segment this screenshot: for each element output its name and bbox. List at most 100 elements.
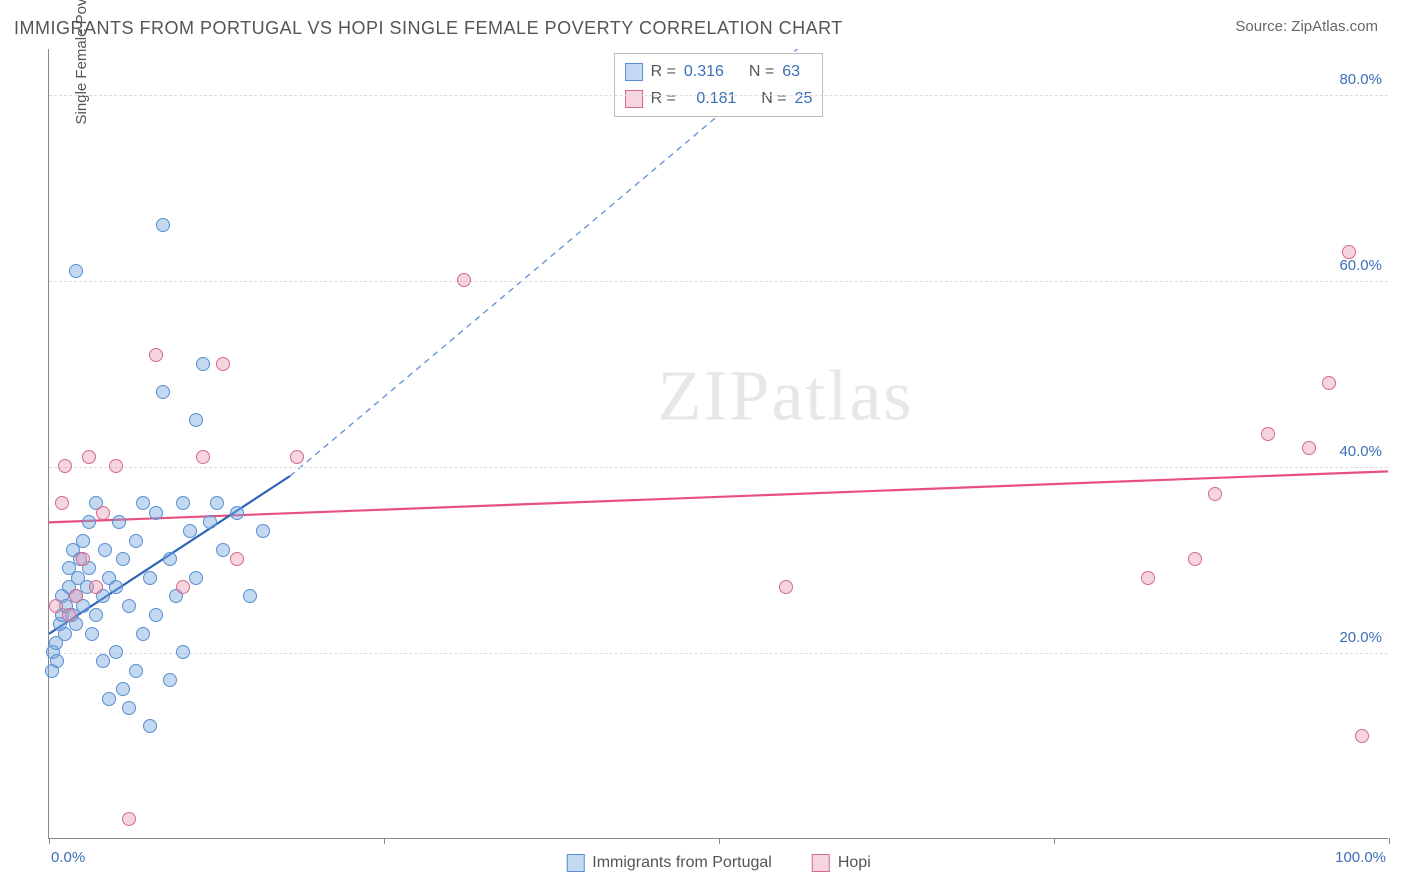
x-tick-label: 100.0% — [1335, 849, 1386, 866]
data-point-hopi — [230, 552, 244, 566]
data-point-portugal — [116, 552, 130, 566]
watermark: ZIPatlas — [657, 355, 913, 438]
data-point-portugal — [102, 692, 116, 706]
data-point-portugal — [230, 506, 244, 520]
n-label: N = — [761, 85, 786, 112]
x-tick — [49, 838, 50, 844]
data-point-hopi — [1355, 729, 1369, 743]
n-label: N = — [749, 58, 774, 85]
data-point-portugal — [243, 589, 257, 603]
gridline — [49, 467, 1388, 468]
data-point-hopi — [49, 599, 63, 613]
data-point-portugal — [156, 218, 170, 232]
y-tick-label: 60.0% — [1339, 257, 1382, 274]
legend-label-portugal: Immigrants from Portugal — [592, 854, 772, 872]
data-point-portugal — [112, 515, 126, 529]
data-point-hopi — [82, 450, 96, 464]
data-point-portugal — [116, 682, 130, 696]
data-point-portugal — [149, 608, 163, 622]
data-point-portugal — [189, 571, 203, 585]
n-value-hopi: 25 — [795, 85, 813, 112]
data-point-portugal — [76, 534, 90, 548]
gridline — [49, 281, 1388, 282]
series-legend: Immigrants from Portugal Hopi — [566, 854, 871, 872]
data-point-portugal — [149, 506, 163, 520]
data-point-portugal — [176, 645, 190, 659]
n-value-portugal: 63 — [782, 58, 800, 85]
data-point-hopi — [62, 608, 76, 622]
r-value-hopi: 0.181 — [696, 85, 736, 112]
y-tick-label: 80.0% — [1339, 71, 1382, 88]
data-point-hopi — [1188, 552, 1202, 566]
r-label: R = — [651, 58, 676, 85]
swatch-hopi — [625, 90, 643, 108]
watermark-bold: ZIP — [657, 356, 771, 436]
data-point-portugal — [176, 496, 190, 510]
legend-item-portugal: Immigrants from Portugal — [566, 854, 772, 872]
data-point-portugal — [50, 654, 64, 668]
x-tick — [384, 838, 385, 844]
data-point-portugal — [122, 599, 136, 613]
data-point-hopi — [1302, 441, 1316, 455]
data-point-portugal — [89, 608, 103, 622]
data-point-portugal — [156, 385, 170, 399]
data-point-hopi — [779, 580, 793, 594]
data-point-portugal — [196, 357, 210, 371]
data-point-hopi — [290, 450, 304, 464]
legend-row-hopi: R = 0.181 N = 25 — [625, 85, 813, 112]
swatch-portugal — [566, 854, 584, 872]
data-point-hopi — [89, 580, 103, 594]
x-tick-label: 0.0% — [51, 849, 85, 866]
data-point-hopi — [149, 348, 163, 362]
data-point-hopi — [69, 589, 83, 603]
data-point-portugal — [163, 673, 177, 687]
y-tick-label: 40.0% — [1339, 443, 1382, 460]
data-point-portugal — [136, 627, 150, 641]
x-tick — [1389, 838, 1390, 844]
gridline — [49, 653, 1388, 654]
data-point-portugal — [85, 627, 99, 641]
data-point-hopi — [1141, 571, 1155, 585]
data-point-portugal — [122, 701, 136, 715]
data-point-portugal — [143, 571, 157, 585]
x-tick — [1054, 838, 1055, 844]
data-point-portugal — [98, 543, 112, 557]
data-point-hopi — [122, 812, 136, 826]
swatch-hopi — [812, 854, 830, 872]
data-point-portugal — [189, 413, 203, 427]
data-point-hopi — [1208, 487, 1222, 501]
data-point-hopi — [176, 580, 190, 594]
data-point-portugal — [69, 264, 83, 278]
data-point-portugal — [143, 719, 157, 733]
swatch-portugal — [625, 63, 643, 81]
data-point-portugal — [96, 654, 110, 668]
legend-row-portugal: R = 0.316 N = 63 — [625, 58, 813, 85]
data-point-hopi — [55, 496, 69, 510]
data-point-hopi — [1261, 427, 1275, 441]
y-tick-label: 20.0% — [1339, 629, 1382, 646]
legend-item-hopi: Hopi — [812, 854, 871, 872]
data-point-portugal — [216, 543, 230, 557]
watermark-thin: atlas — [771, 356, 913, 436]
data-point-portugal — [256, 524, 270, 538]
data-point-portugal — [129, 534, 143, 548]
data-point-hopi — [1322, 376, 1336, 390]
data-point-portugal — [109, 580, 123, 594]
data-point-portugal — [136, 496, 150, 510]
trend-lines-layer — [49, 49, 1388, 838]
legend-label-hopi: Hopi — [838, 854, 871, 872]
data-point-hopi — [196, 450, 210, 464]
source-prefix: Source: — [1235, 18, 1291, 35]
data-point-portugal — [82, 515, 96, 529]
chart-title: IMMIGRANTS FROM PORTUGAL VS HOPI SINGLE … — [14, 18, 843, 39]
correlation-legend: R = 0.316 N = 63 R = 0.181 N = 25 — [614, 53, 824, 117]
x-tick — [719, 838, 720, 844]
data-point-portugal — [163, 552, 177, 566]
source-name: ZipAtlas.com — [1291, 18, 1378, 35]
data-point-hopi — [58, 459, 72, 473]
r-value-portugal: 0.316 — [684, 58, 724, 85]
scatter-plot-area: ZIPatlas R = 0.316 N = 63 R = 0.181 N = … — [48, 49, 1388, 839]
data-point-hopi — [109, 459, 123, 473]
data-point-portugal — [210, 496, 224, 510]
data-point-hopi — [1342, 245, 1356, 259]
